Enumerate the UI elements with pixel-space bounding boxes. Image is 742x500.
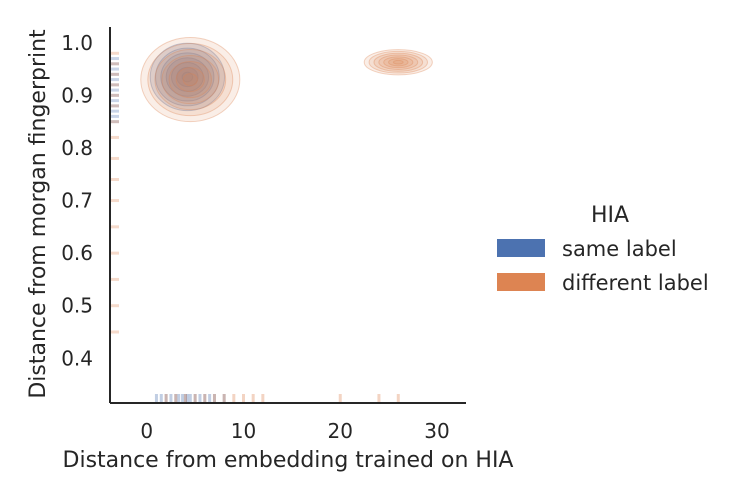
legend: HIA same label different label (497, 203, 709, 295)
kde-contour-different-label-1-4 (378, 54, 419, 70)
y-ticks: 0.4 0.5 0.6 0.7 0.8 0.9 1.0 (61, 31, 93, 371)
x-axis-label: Distance from embedding trained on HIA (63, 448, 514, 473)
y-tick-label-0.5: 0.5 (61, 294, 93, 318)
y-tick-label-0.4: 0.4 (61, 346, 93, 370)
legend-swatch-different-label (497, 273, 545, 291)
x-ticks: 0 10 20 30 (140, 419, 449, 443)
y-tick-label-0.8: 0.8 (61, 136, 93, 160)
kde-contour-different-label-1-6 (368, 50, 428, 74)
kde-contour-same-label-0-7 (149, 42, 226, 112)
x-tick-label-20: 20 (328, 419, 353, 443)
kde-contour-different-label-0-5 (154, 49, 227, 111)
kde-contour-different-label-1-1 (392, 59, 404, 65)
kde-contour-different-label-0-2 (175, 67, 205, 93)
x-tick-label-0: 0 (140, 419, 153, 443)
x-tick-label-30: 30 (424, 419, 449, 443)
kde-contour-different-label-1-5 (373, 52, 424, 72)
legend-label-same-label: same label (562, 237, 677, 261)
x-tick-label-10: 10 (231, 419, 256, 443)
kde-contour-same-label-0-5 (160, 52, 215, 102)
y-tick-label-0.7: 0.7 (61, 189, 93, 213)
kde-contour-different-label-1-3 (383, 56, 414, 69)
kde-contour-different-label-1-7 (363, 49, 433, 76)
legend-swatch-same-label (497, 239, 545, 257)
y-axis-label: Distance from morgan fingerprint (26, 29, 51, 399)
y-tick-label-1.0: 1.0 (61, 31, 93, 55)
kde-contour-different-label-0-7 (140, 37, 241, 123)
kde-contour-different-label-0-1 (182, 73, 198, 87)
kde-contour-same-label-0-4 (165, 57, 210, 97)
axes (109, 27, 466, 404)
kde-contour-different-label-0-6 (147, 43, 234, 117)
kde-contour-same-label-0-2 (176, 66, 199, 88)
y-tick-label-0.9: 0.9 (61, 83, 93, 107)
kde-contour-different-label-0-3 (168, 61, 213, 99)
kde-contour-same-label-0-6 (155, 47, 220, 107)
y-tick-label-0.6: 0.6 (61, 241, 93, 265)
kde-contour-different-label-1-2 (388, 58, 409, 67)
rug-layer (111, 51, 400, 402)
kde-contour-same-label-0-3 (170, 62, 204, 92)
kde-contour-same-label-0-1 (181, 71, 194, 83)
legend-title: HIA (591, 203, 629, 228)
legend-label-different-label: different label (562, 271, 709, 295)
kde-contour-different-label-0-4 (161, 55, 220, 105)
plot-area (140, 37, 433, 123)
